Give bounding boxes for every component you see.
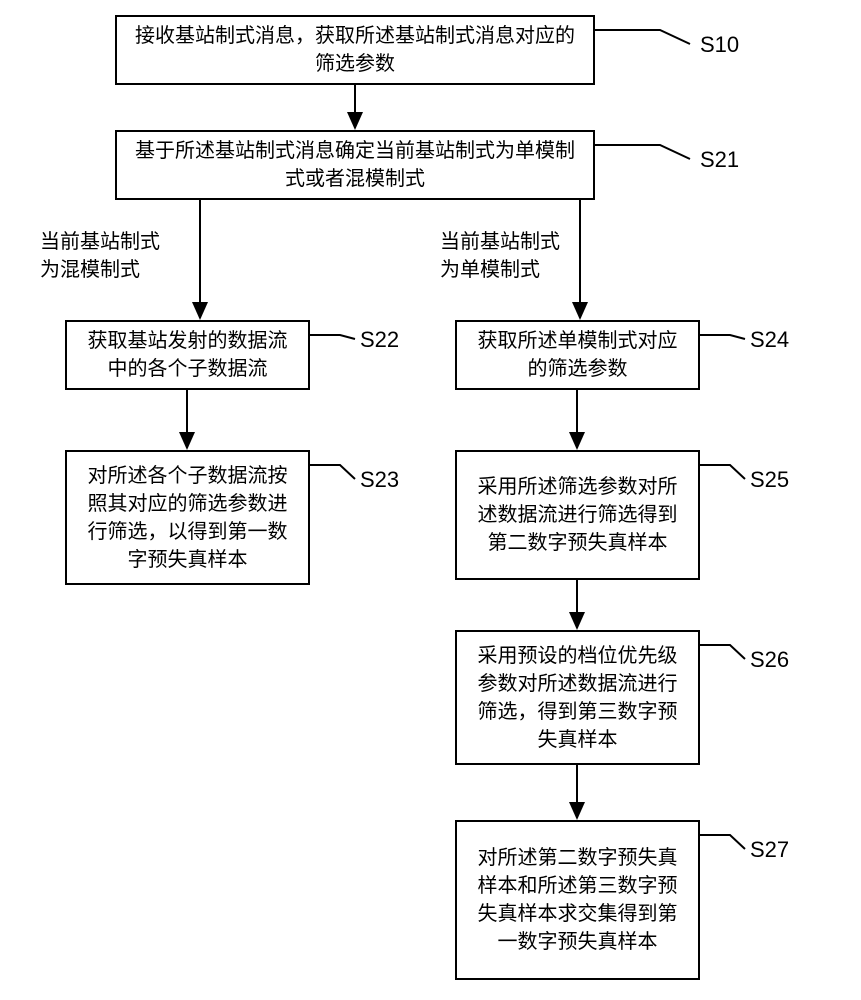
connectors: [0, 0, 861, 1000]
